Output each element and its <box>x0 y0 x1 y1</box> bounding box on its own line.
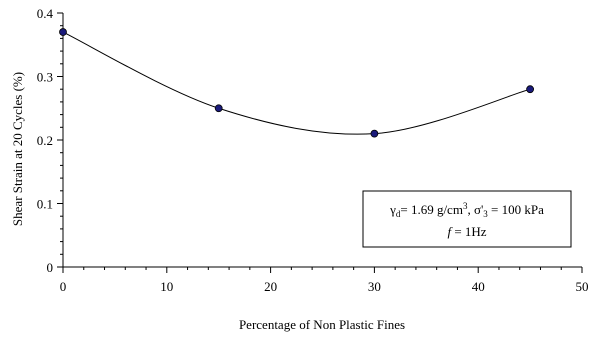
x-axis-label: Percentage of Non Plastic Fines <box>239 317 405 332</box>
data-point <box>59 28 67 36</box>
annotation-line-2: f = 1Hz <box>447 224 486 239</box>
y-tick-label: 0.2 <box>37 133 53 148</box>
y-tick-label: 0.3 <box>37 70 53 85</box>
x-tick-label: 40 <box>472 279 485 294</box>
data-points <box>59 28 534 138</box>
data-point <box>370 129 379 138</box>
series-curve <box>62 31 531 135</box>
x-tick-label: 0 <box>60 279 67 294</box>
annotation-frame <box>362 190 572 248</box>
annotation-line-1: γd= 1.69 g/cm3, σ'3 = 100 kPa <box>389 201 544 219</box>
x-ticks: 0 10 20 30 40 50 <box>60 267 589 294</box>
y-tick-label: 0.4 <box>37 6 54 21</box>
y-axis-label: Shear Strain at 20 Cycles (%) <box>10 72 25 226</box>
y-tick-label: 0 <box>47 260 54 275</box>
x-tick-label: 10 <box>160 279 173 294</box>
annotation-box: γd= 1.69 g/cm3, σ'3 = 100 kPa f = 1Hz <box>362 190 572 248</box>
y-tick-label: 0.1 <box>37 197 53 212</box>
data-point <box>526 85 534 94</box>
x-tick-label: 50 <box>576 279 589 294</box>
x-tick-label: 20 <box>264 279 277 294</box>
data-point <box>214 104 223 113</box>
y-ticks: 0 0.1 0.2 0.3 0.4 <box>37 6 63 275</box>
x-tick-label: 30 <box>368 279 381 294</box>
